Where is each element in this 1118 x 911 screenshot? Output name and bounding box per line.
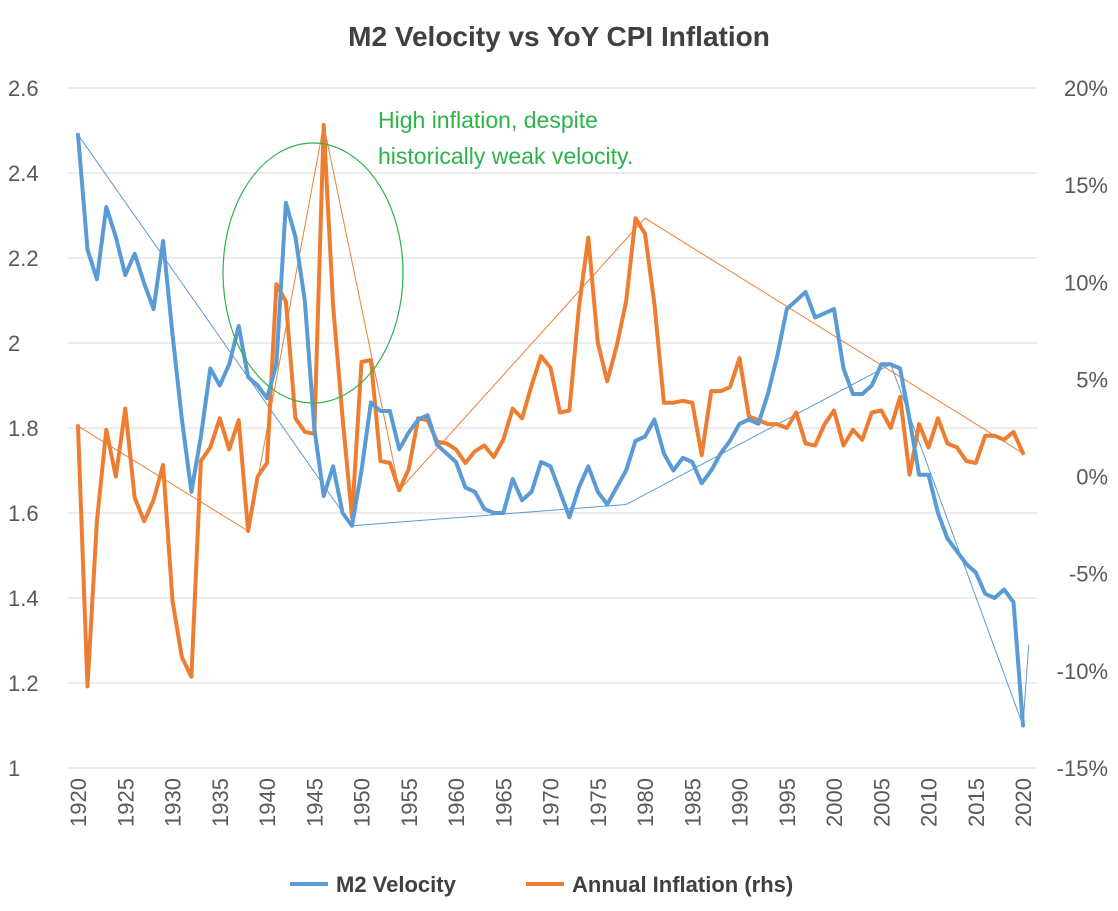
right-tick-label: 15% — [1064, 173, 1108, 198]
x-tick-label: 1990 — [728, 778, 753, 827]
left-tick-label: 2.4 — [8, 161, 39, 186]
right-tick-label: 5% — [1076, 367, 1108, 392]
left-tick-label: 2.6 — [8, 76, 39, 101]
left-tick-label: 2 — [8, 331, 20, 356]
legend-label-annual-inflation: Annual Inflation (rhs) — [572, 872, 793, 897]
chart-title: M2 Velocity vs YoY CPI Inflation — [348, 21, 770, 52]
right-tick-label: -5% — [1069, 562, 1108, 587]
x-tick-label: 1930 — [161, 778, 186, 827]
x-tick-label: 1955 — [397, 778, 422, 827]
left-tick-label: 1.6 — [8, 501, 39, 526]
trend-line-m2-velocity — [77, 134, 1030, 726]
right-axis-ticks: -15% -10% -5% 0% 5% 10% 15% 20% — [1057, 76, 1108, 781]
x-tick-label: 2010 — [917, 778, 942, 827]
annotation-line-2: historically weak velocity. — [378, 143, 633, 169]
annotation-line-1: High inflation, despite — [378, 107, 598, 133]
x-tick-label: 1975 — [586, 778, 611, 827]
x-tick-label: 1950 — [350, 778, 375, 827]
x-tick-label: 2000 — [822, 778, 847, 827]
trend-line-annual-inflation-rhs — [77, 124, 1024, 532]
x-tick-label: 1970 — [539, 778, 564, 827]
right-tick-label: 20% — [1064, 76, 1108, 101]
left-tick-label: 2.2 — [8, 246, 39, 271]
x-tick-label: 1985 — [680, 778, 705, 827]
legend: M2 Velocity Annual Inflation (rhs) — [290, 872, 793, 897]
x-tick-label: 1960 — [444, 778, 469, 827]
x-tick-label: 1940 — [255, 778, 280, 827]
x-tick-label: 2005 — [869, 778, 894, 827]
x-tick-label: 1920 — [66, 778, 91, 827]
left-tick-label: 1.4 — [8, 586, 39, 611]
right-tick-label: -15% — [1057, 756, 1108, 781]
x-tick-label: 2015 — [964, 778, 989, 827]
x-axis-ticks: 1920 1925 1930 1935 1940 1945 1950 1955 1960 1965… — [66, 778, 1036, 827]
right-tick-label: -10% — [1057, 659, 1108, 684]
x-tick-label: 1925 — [113, 778, 138, 827]
left-tick-label: 1.2 — [8, 671, 39, 696]
annotation-ellipse — [222, 142, 404, 404]
left-tick-label: 1 — [8, 756, 20, 781]
grid-layer — [68, 87, 1037, 769]
x-tick-label: 1945 — [302, 778, 327, 827]
right-tick-label: 0% — [1076, 465, 1108, 490]
series-line-m2-velocity — [76, 132, 1025, 728]
series-line-annual-inflation-rhs — [76, 122, 1025, 689]
x-tick-label: 1995 — [775, 778, 800, 827]
left-axis-ticks: 1 1.2 1.4 1.6 1.8 2 2.2 2.4 2.6 — [8, 76, 39, 781]
x-tick-label: 2020 — [1011, 778, 1036, 827]
series-lines — [76, 122, 1025, 728]
left-tick-label: 1.8 — [8, 416, 39, 441]
x-tick-label: 1965 — [491, 778, 516, 827]
legend-label-m2-velocity: M2 Velocity — [336, 872, 457, 897]
x-tick-label: 1980 — [633, 778, 658, 827]
right-tick-label: 10% — [1064, 270, 1108, 295]
x-tick-label: 1935 — [208, 778, 233, 827]
